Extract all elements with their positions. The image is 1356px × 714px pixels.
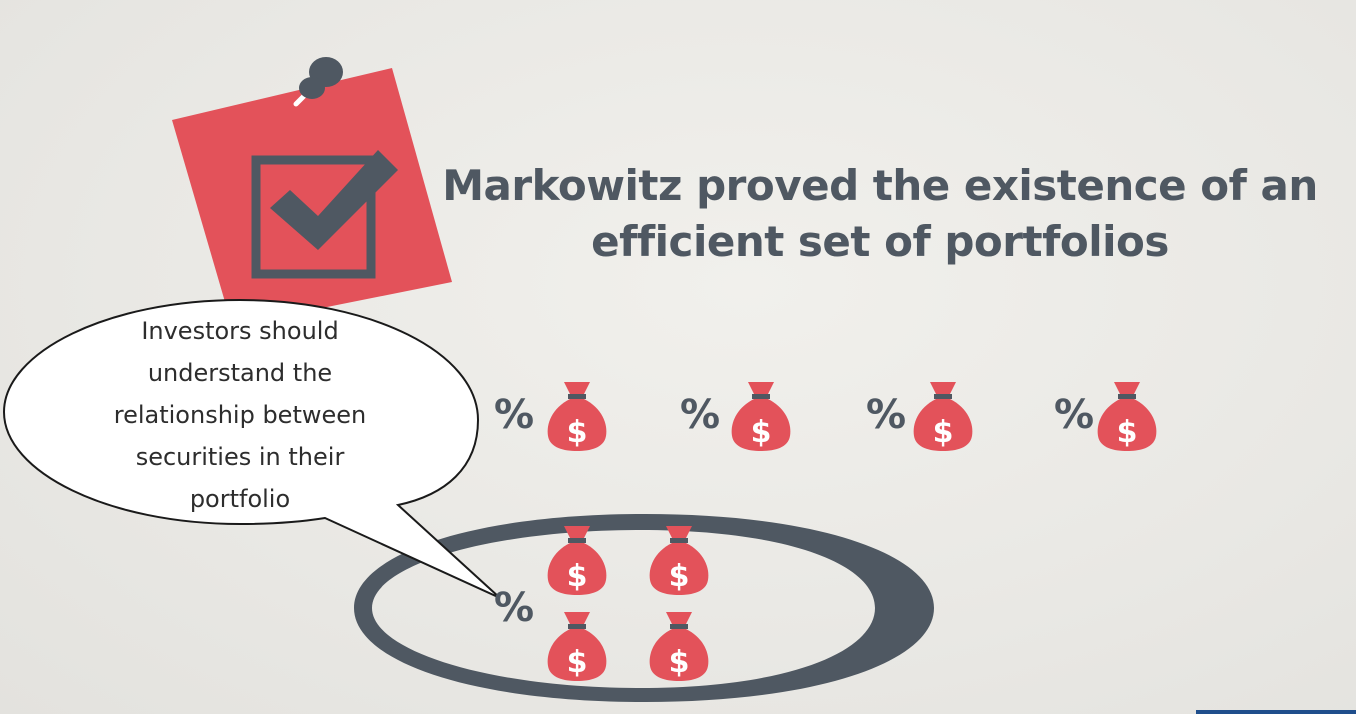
svg-text:$: $	[669, 559, 690, 594]
percent-symbol: %	[866, 392, 907, 438]
svg-text:$: $	[751, 415, 772, 450]
portfolio-percent-symbol: %	[494, 585, 535, 631]
percent-symbol: %	[1054, 392, 1095, 438]
bubble-line-5: portfolio	[189, 485, 291, 513]
svg-text:$: $	[567, 415, 588, 450]
title-line-1: Markowitz proved the existence of an	[442, 161, 1318, 210]
money-bag-icon: $	[547, 382, 607, 451]
bubble-line-2: understand the	[147, 359, 333, 387]
svg-text:$: $	[1117, 415, 1138, 450]
push-pin-icon	[293, 57, 343, 107]
bubble-line-3: relationship between	[113, 401, 367, 429]
percent-symbol: %	[494, 392, 535, 438]
percent-symbol: %	[680, 392, 721, 438]
money-bag-icon: $	[547, 526, 607, 595]
money-bag-icon: $	[547, 612, 607, 681]
money-bag-icon: $	[731, 382, 791, 451]
svg-text:$: $	[933, 415, 954, 450]
money-bag-icon: $	[649, 526, 709, 595]
slide-title: Markowitz proved the existence of an eff…	[440, 158, 1320, 270]
speech-bubble-text: Investors should understand the relation…	[60, 310, 420, 520]
sticky-note-checkbox-icon	[172, 57, 452, 326]
svg-text:$: $	[567, 645, 588, 680]
money-bag-icon: $	[649, 612, 709, 681]
bubble-line-4: securities in their	[135, 443, 345, 471]
svg-text:$: $	[567, 559, 588, 594]
bubble-line-1: Investors should	[141, 317, 339, 345]
money-bag-icon: $	[913, 382, 973, 451]
corner-accent-bar	[1196, 710, 1356, 714]
svg-text:$: $	[669, 645, 690, 680]
money-bag-icon: $	[1097, 382, 1157, 451]
speech-bubble	[2, 298, 500, 599]
title-line-2: efficient set of portfolios	[591, 217, 1169, 266]
